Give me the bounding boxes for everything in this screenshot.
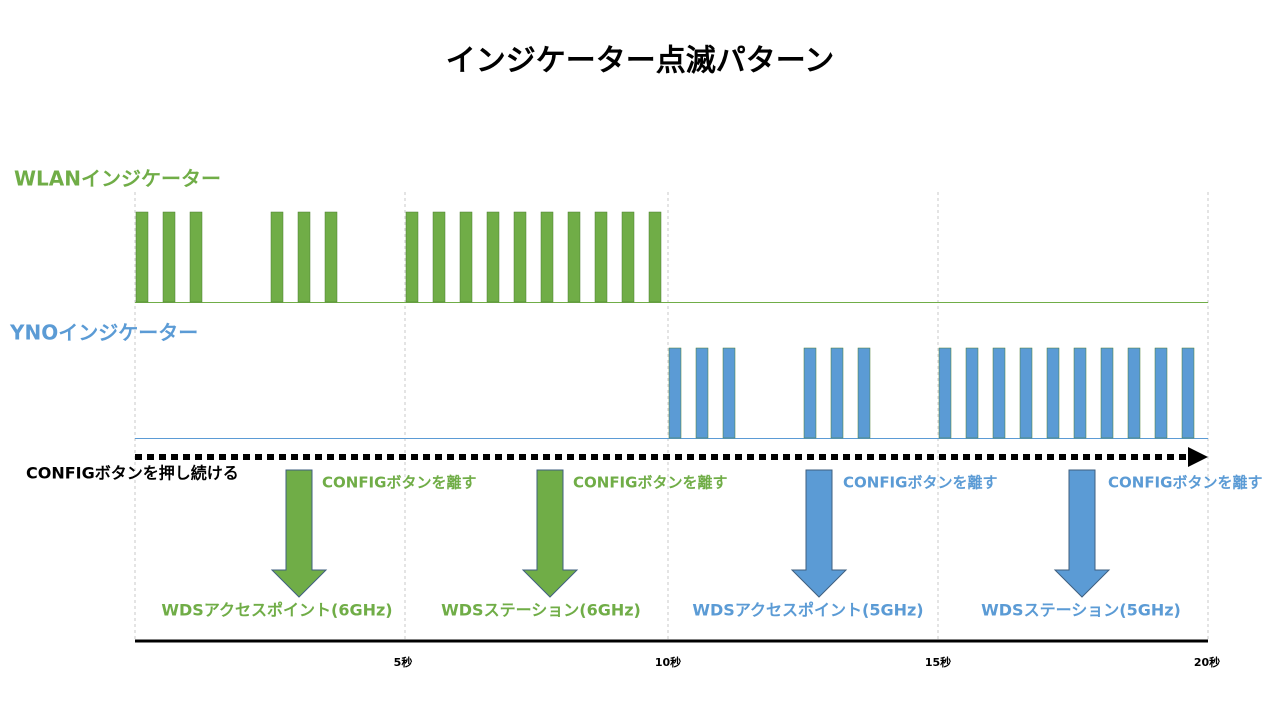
wlan-pulse (270, 211, 284, 303)
layout (134, 192, 1209, 643)
mode-label: WDSステーション(6GHz) (441, 601, 641, 620)
wlan-pulse (594, 211, 608, 303)
mode-label: WDSステーション(5GHz) (981, 601, 1181, 620)
mode-label: WDSアクセスポイント(6GHz) (161, 601, 392, 620)
wlan-pulse (567, 211, 581, 303)
yno-pulse (1181, 347, 1195, 439)
title: インジケーター点滅パターン (446, 44, 835, 79)
yno-pulse (668, 347, 682, 439)
release-label: CONFIGボタンを離す (843, 474, 997, 492)
release-arrow (270, 469, 328, 598)
wlan-pulse (486, 211, 500, 303)
release-arrow (1053, 469, 1111, 598)
hold-arrowhead (1188, 447, 1208, 467)
release-label: CONFIGボタンを離す (1108, 474, 1262, 492)
wlan-pulse (432, 211, 446, 303)
yno-pulse (1127, 347, 1141, 439)
yno-pulse (803, 347, 817, 439)
yno-pulse (857, 347, 871, 439)
yno-pulse (1073, 347, 1087, 439)
hold-label: CONFIGボタンを押し続ける (26, 464, 239, 483)
release-arrow (790, 469, 848, 598)
wlan-pulse (162, 211, 176, 303)
time-tick-label: 20秒 (1194, 655, 1220, 669)
wlan-pulse (324, 211, 338, 303)
release-label: CONFIGボタンを離す (322, 474, 476, 492)
yno-pulse (1046, 347, 1060, 439)
wlan-pulse (297, 211, 311, 303)
wlan-pulse (405, 211, 419, 303)
wlan-pulse (648, 211, 662, 303)
yno-pulse (938, 347, 952, 439)
time-tick-label: 10秒 (655, 655, 681, 669)
yno-pulse (722, 347, 736, 439)
yno-pulse (1100, 347, 1114, 439)
wlan-label: WLANインジケーター (14, 167, 221, 191)
time-tick-label: 5秒 (394, 655, 413, 669)
yno-label: YNOインジケーター (9, 321, 198, 345)
yno-pulse (992, 347, 1006, 439)
yno-pulse (830, 347, 844, 439)
yno-pulse (1019, 347, 1033, 439)
yno-pulse (695, 347, 709, 439)
wlan-pulse (540, 211, 554, 303)
wlan-pulse (513, 211, 527, 303)
yno-pulse (1154, 347, 1168, 439)
release-label: CONFIGボタンを離す (573, 474, 727, 492)
release-arrow (521, 469, 579, 598)
mode-label: WDSアクセスポイント(5GHz) (692, 601, 923, 620)
yno-pulse (965, 347, 979, 439)
wlan-pulse (459, 211, 473, 303)
wlan-pulse (135, 211, 149, 303)
wlan-pulse (621, 211, 635, 303)
wlan-pulse (189, 211, 203, 303)
time-tick-label: 15秒 (925, 655, 951, 669)
